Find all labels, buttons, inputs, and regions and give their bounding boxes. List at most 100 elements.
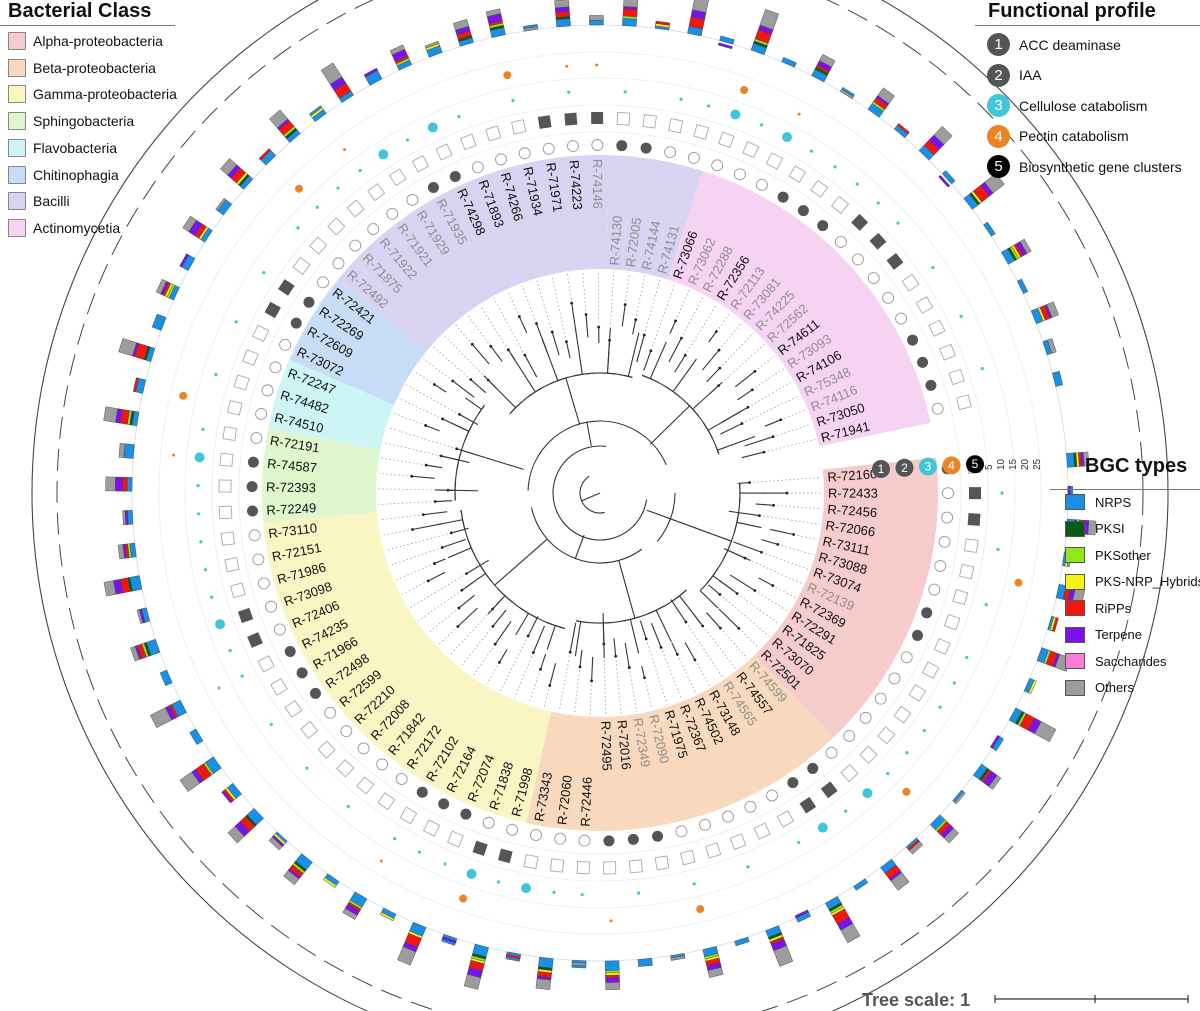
class-band-segment bbox=[264, 427, 381, 466]
class-legend-item: Sphingobacteria bbox=[8, 112, 134, 131]
functional-label: Biosynthetic gene clusters bbox=[1019, 158, 1182, 175]
bgc-bar-segment bbox=[853, 878, 869, 891]
iaa-marker bbox=[810, 179, 829, 198]
class-swatch bbox=[8, 85, 26, 104]
subclade-branch bbox=[627, 332, 640, 377]
subclade-branch bbox=[464, 397, 482, 410]
leaf-connector bbox=[759, 515, 820, 525]
leaf-label: R-72016 bbox=[614, 719, 634, 770]
cellulose-marker bbox=[862, 788, 873, 799]
acc-marker bbox=[395, 773, 408, 785]
pectin-marker bbox=[565, 64, 569, 68]
class-band-segment bbox=[797, 333, 909, 402]
iaa-marker bbox=[820, 781, 838, 799]
functional-number-badge: 2 bbox=[987, 63, 1010, 87]
bgc-swatch bbox=[1065, 600, 1085, 616]
cellulose-marker bbox=[199, 540, 203, 544]
leaf-connector bbox=[715, 312, 731, 332]
iaa-marker bbox=[346, 199, 365, 218]
leaf-connector bbox=[514, 652, 534, 699]
class-band-segment bbox=[629, 712, 668, 829]
iaa-marker bbox=[219, 452, 234, 467]
class-band-segment bbox=[280, 359, 395, 420]
class-band-segment bbox=[689, 691, 757, 803]
acc-marker bbox=[518, 147, 531, 160]
tree-branch bbox=[720, 423, 743, 435]
bgc-bar-segment bbox=[268, 836, 283, 851]
acc-marker bbox=[722, 810, 734, 823]
bgc-bar-segment bbox=[840, 89, 854, 99]
cellulose-marker bbox=[305, 766, 309, 770]
acc-marker bbox=[324, 706, 337, 719]
bgc-swatch bbox=[1065, 626, 1085, 643]
bgc-bar-segment bbox=[1034, 721, 1057, 743]
acc-marker bbox=[591, 139, 604, 151]
leaf-connector bbox=[395, 563, 435, 581]
tree-node bbox=[451, 379, 455, 383]
acc-marker bbox=[852, 253, 864, 266]
iaa-marker bbox=[309, 236, 328, 255]
class-band-segment bbox=[304, 601, 413, 678]
tree-node bbox=[740, 422, 744, 425]
iaa-marker bbox=[654, 855, 670, 871]
bgc-bar-segment bbox=[877, 87, 895, 105]
leaf-connector bbox=[486, 662, 500, 685]
cellulose-marker bbox=[443, 862, 447, 866]
iaa-marker bbox=[952, 589, 969, 606]
pectin-marker bbox=[179, 391, 188, 400]
leaf-connector bbox=[615, 656, 622, 715]
bgc-legend-item: Terpene bbox=[1065, 626, 1142, 643]
bgc-bar-segment bbox=[896, 123, 910, 135]
tree-branch bbox=[718, 608, 740, 629]
cellulose-marker bbox=[1000, 491, 1004, 495]
acc-marker bbox=[640, 142, 652, 154]
acc-marker bbox=[627, 833, 639, 845]
iaa-marker bbox=[227, 400, 243, 416]
class-band-segment bbox=[667, 170, 725, 285]
tree-node bbox=[714, 330, 718, 333]
bgc-bar-segment bbox=[622, 8, 638, 17]
class-legend-rule bbox=[0, 25, 175, 26]
bgc-bar-segment bbox=[759, 9, 779, 31]
tree-scale-bar bbox=[994, 995, 1189, 1003]
bgc-bar-segment bbox=[692, 0, 710, 13]
class-legend-item: Actinomycetia bbox=[8, 218, 120, 237]
class-swatch bbox=[8, 192, 26, 211]
iaa-marker bbox=[270, 677, 288, 696]
iaa-marker bbox=[284, 699, 303, 718]
ring-number-marker bbox=[919, 457, 937, 476]
tree-branch bbox=[532, 625, 546, 653]
tree-node bbox=[718, 593, 722, 596]
tree-node bbox=[717, 348, 721, 352]
tree-node bbox=[659, 645, 663, 649]
bgc-bar-segment bbox=[103, 580, 117, 597]
acc-marker bbox=[652, 830, 664, 842]
cellulose-marker bbox=[215, 619, 226, 630]
tree-node bbox=[753, 589, 757, 592]
bgc-bar-segment bbox=[943, 827, 960, 844]
acc-marker bbox=[247, 456, 259, 468]
ring-number-text: 4 bbox=[948, 458, 955, 472]
acc-marker bbox=[616, 140, 628, 152]
bgc-bar-segment bbox=[781, 57, 797, 68]
acc-marker bbox=[888, 672, 901, 685]
acc-marker bbox=[664, 146, 677, 159]
pectin-marker bbox=[503, 71, 512, 80]
leaf-connector bbox=[398, 398, 443, 420]
bgc-label: PKSother bbox=[1095, 547, 1151, 563]
clade-branch bbox=[670, 518, 732, 542]
functional-number-badge: 3 bbox=[987, 94, 1010, 117]
bgc-bar-segment bbox=[441, 936, 457, 944]
root-branch bbox=[581, 492, 601, 502]
iaa-marker bbox=[498, 848, 513, 864]
acc-marker bbox=[367, 223, 380, 235]
class-band-segment bbox=[407, 202, 486, 309]
tree-node bbox=[449, 531, 453, 535]
acc-marker bbox=[900, 651, 913, 664]
bgc-bar-segment bbox=[130, 645, 140, 662]
iaa-marker bbox=[893, 705, 912, 724]
bgc-bar-segment bbox=[219, 158, 238, 176]
bgc-label: Others bbox=[1095, 680, 1135, 695]
leaf-connector bbox=[763, 438, 816, 453]
